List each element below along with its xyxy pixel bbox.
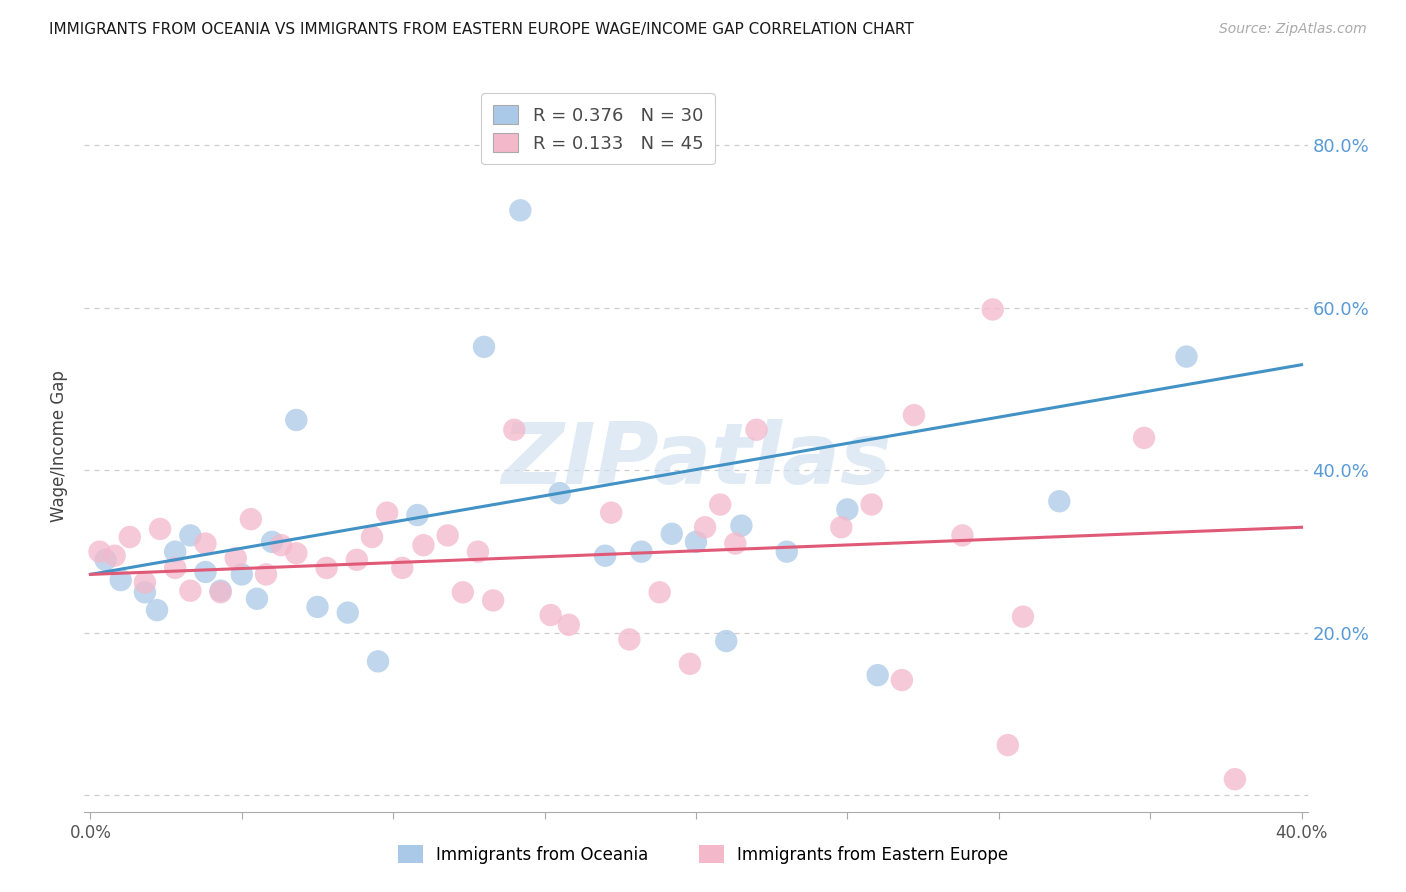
Point	[239, 512, 262, 526]
Point	[179, 528, 201, 542]
Point	[558, 617, 581, 632]
Point	[745, 423, 768, 437]
Point	[600, 506, 623, 520]
Point	[716, 634, 738, 648]
Point	[837, 502, 859, 516]
Point	[307, 599, 329, 614]
Point	[194, 536, 217, 550]
Point	[134, 575, 156, 590]
Point	[981, 302, 1004, 317]
Point	[1223, 772, 1246, 787]
Point	[165, 561, 187, 575]
Point	[104, 549, 127, 563]
Point	[890, 673, 912, 687]
Point	[952, 528, 974, 542]
Point	[285, 413, 308, 427]
Point	[724, 536, 747, 550]
Point	[648, 585, 671, 599]
Point	[593, 549, 616, 563]
Point	[406, 508, 429, 522]
Point	[1047, 494, 1070, 508]
Point	[693, 520, 716, 534]
Text: IMMIGRANTS FROM OCEANIA VS IMMIGRANTS FROM EASTERN EUROPE WAGE/INCOME GAP CORREL: IMMIGRANTS FROM OCEANIA VS IMMIGRANTS FR…	[49, 22, 914, 37]
Point	[540, 608, 562, 623]
Point	[1133, 431, 1156, 445]
Point	[285, 546, 308, 560]
Point	[730, 518, 752, 533]
Point	[246, 591, 269, 606]
Point	[412, 538, 434, 552]
Point	[179, 583, 201, 598]
Point	[630, 544, 652, 558]
Text: Source: ZipAtlas.com: Source: ZipAtlas.com	[1219, 22, 1367, 37]
Point	[509, 203, 531, 218]
Point	[1175, 350, 1198, 364]
Point	[336, 606, 359, 620]
Point	[209, 583, 232, 598]
Point	[375, 506, 398, 520]
Point	[467, 544, 489, 558]
Point	[1012, 609, 1035, 624]
Legend: R = 0.376   N = 30, R = 0.133   N = 45: R = 0.376 N = 30, R = 0.133 N = 45	[481, 93, 716, 164]
Point	[367, 654, 389, 668]
Point	[619, 632, 641, 647]
Point	[903, 408, 925, 422]
Point	[436, 528, 458, 542]
Point	[225, 551, 247, 566]
Point	[503, 423, 526, 437]
Point	[482, 593, 505, 607]
Point	[451, 585, 474, 599]
Point	[194, 565, 217, 579]
Point	[315, 561, 337, 575]
Point	[110, 573, 132, 587]
Point	[709, 498, 731, 512]
Point	[134, 585, 156, 599]
Point	[94, 553, 117, 567]
Point	[685, 535, 707, 549]
Point	[776, 544, 799, 558]
Y-axis label: Wage/Income Gap: Wage/Income Gap	[51, 370, 69, 522]
Point	[866, 668, 889, 682]
Point	[270, 538, 292, 552]
Point	[661, 526, 683, 541]
Point	[231, 567, 253, 582]
Point	[118, 530, 141, 544]
Text: ZIPatlas: ZIPatlas	[501, 419, 891, 502]
Point	[997, 738, 1019, 752]
Point	[146, 603, 169, 617]
Point	[391, 561, 413, 575]
Point	[254, 567, 277, 582]
Point	[472, 340, 495, 354]
Point	[346, 553, 368, 567]
Point	[830, 520, 852, 534]
Legend: Immigrants from Oceania, Immigrants from Eastern Europe: Immigrants from Oceania, Immigrants from…	[391, 838, 1015, 871]
Point	[361, 530, 384, 544]
Point	[548, 486, 571, 500]
Point	[262, 535, 284, 549]
Point	[89, 544, 111, 558]
Point	[679, 657, 702, 671]
Point	[165, 544, 187, 558]
Point	[149, 522, 172, 536]
Point	[860, 498, 883, 512]
Point	[209, 585, 232, 599]
